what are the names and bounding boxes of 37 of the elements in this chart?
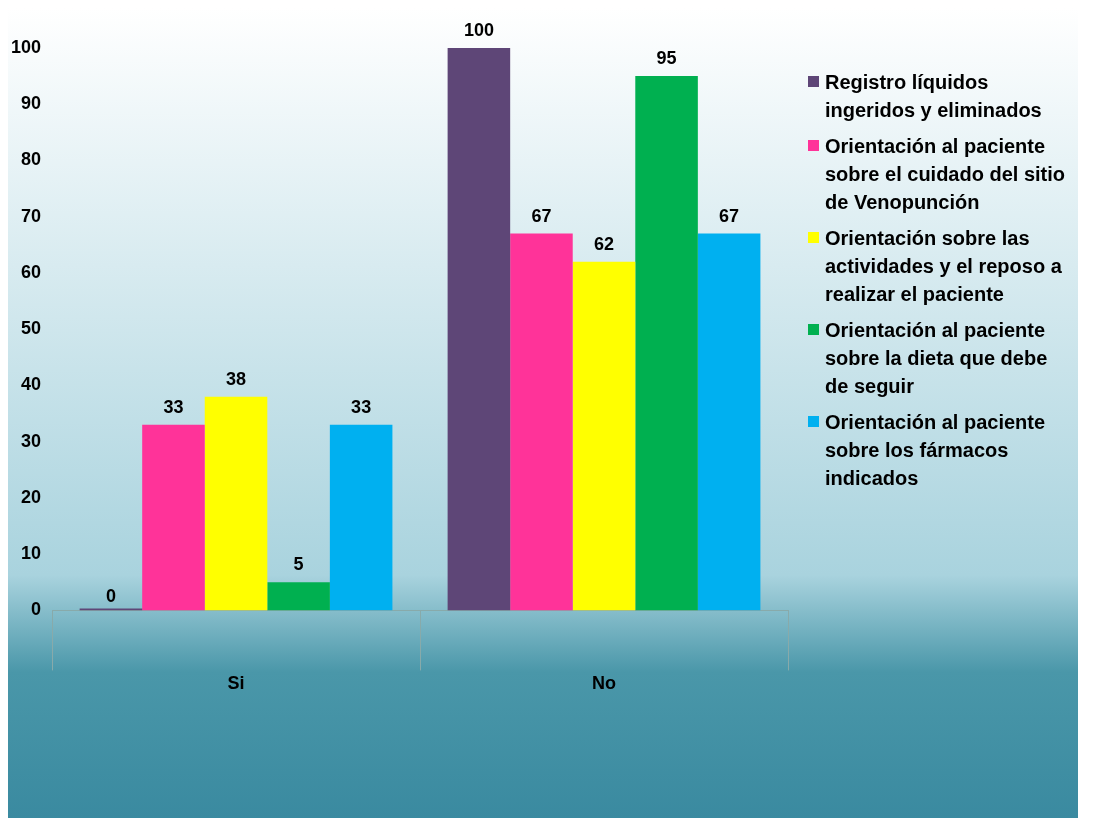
y-tick-label: 90 bbox=[21, 93, 42, 114]
data-label: 67 bbox=[531, 205, 552, 226]
bar bbox=[142, 424, 205, 611]
bar bbox=[635, 76, 698, 611]
y-tick-label: 60 bbox=[21, 261, 42, 282]
legend-label: Orientación al paciente sobre el cuidado del sitio de Venopunción bbox=[825, 134, 1067, 215]
bar bbox=[572, 261, 636, 611]
bar bbox=[697, 233, 761, 611]
legend-label: Orientación al paciente sobre los fármacos indicados bbox=[825, 410, 1047, 491]
y-tick-label: 30 bbox=[21, 430, 42, 451]
bar bbox=[204, 396, 268, 611]
data-label: 38 bbox=[226, 368, 247, 389]
bar bbox=[329, 424, 393, 611]
legend-label: Orientación sobre las actividades y el reposo a realizar el paciente bbox=[825, 226, 1063, 307]
data-label: 5 bbox=[293, 554, 304, 575]
bar bbox=[267, 582, 330, 611]
y-tick-label: 20 bbox=[21, 486, 42, 507]
y-tick-label: 70 bbox=[21, 205, 42, 226]
y-tick-label: 100 bbox=[10, 36, 42, 57]
data-label: 0 bbox=[105, 586, 116, 607]
y-tick-label: 0 bbox=[31, 599, 42, 620]
x-tick-label: Si bbox=[227, 673, 245, 694]
data-label: 33 bbox=[351, 396, 372, 417]
data-label: 67 bbox=[719, 205, 740, 226]
legend-label: Orientación al paciente sobre la dieta que debe de seguir bbox=[825, 318, 1049, 399]
legend-label: Registro líquidos ingeridos y eliminados bbox=[825, 70, 1043, 123]
data-label: 62 bbox=[593, 233, 615, 254]
data-label: 33 bbox=[163, 396, 184, 417]
y-tick-label: 80 bbox=[21, 149, 42, 170]
bar bbox=[510, 233, 573, 611]
bar bbox=[447, 48, 511, 611]
y-tick-label: 50 bbox=[21, 318, 42, 339]
y-tick-label: 40 bbox=[21, 374, 42, 395]
y-tick-label: 10 bbox=[21, 543, 42, 564]
x-tick-label: No bbox=[592, 673, 617, 694]
data-label: 100 bbox=[463, 19, 494, 40]
data-label: 95 bbox=[656, 48, 677, 69]
